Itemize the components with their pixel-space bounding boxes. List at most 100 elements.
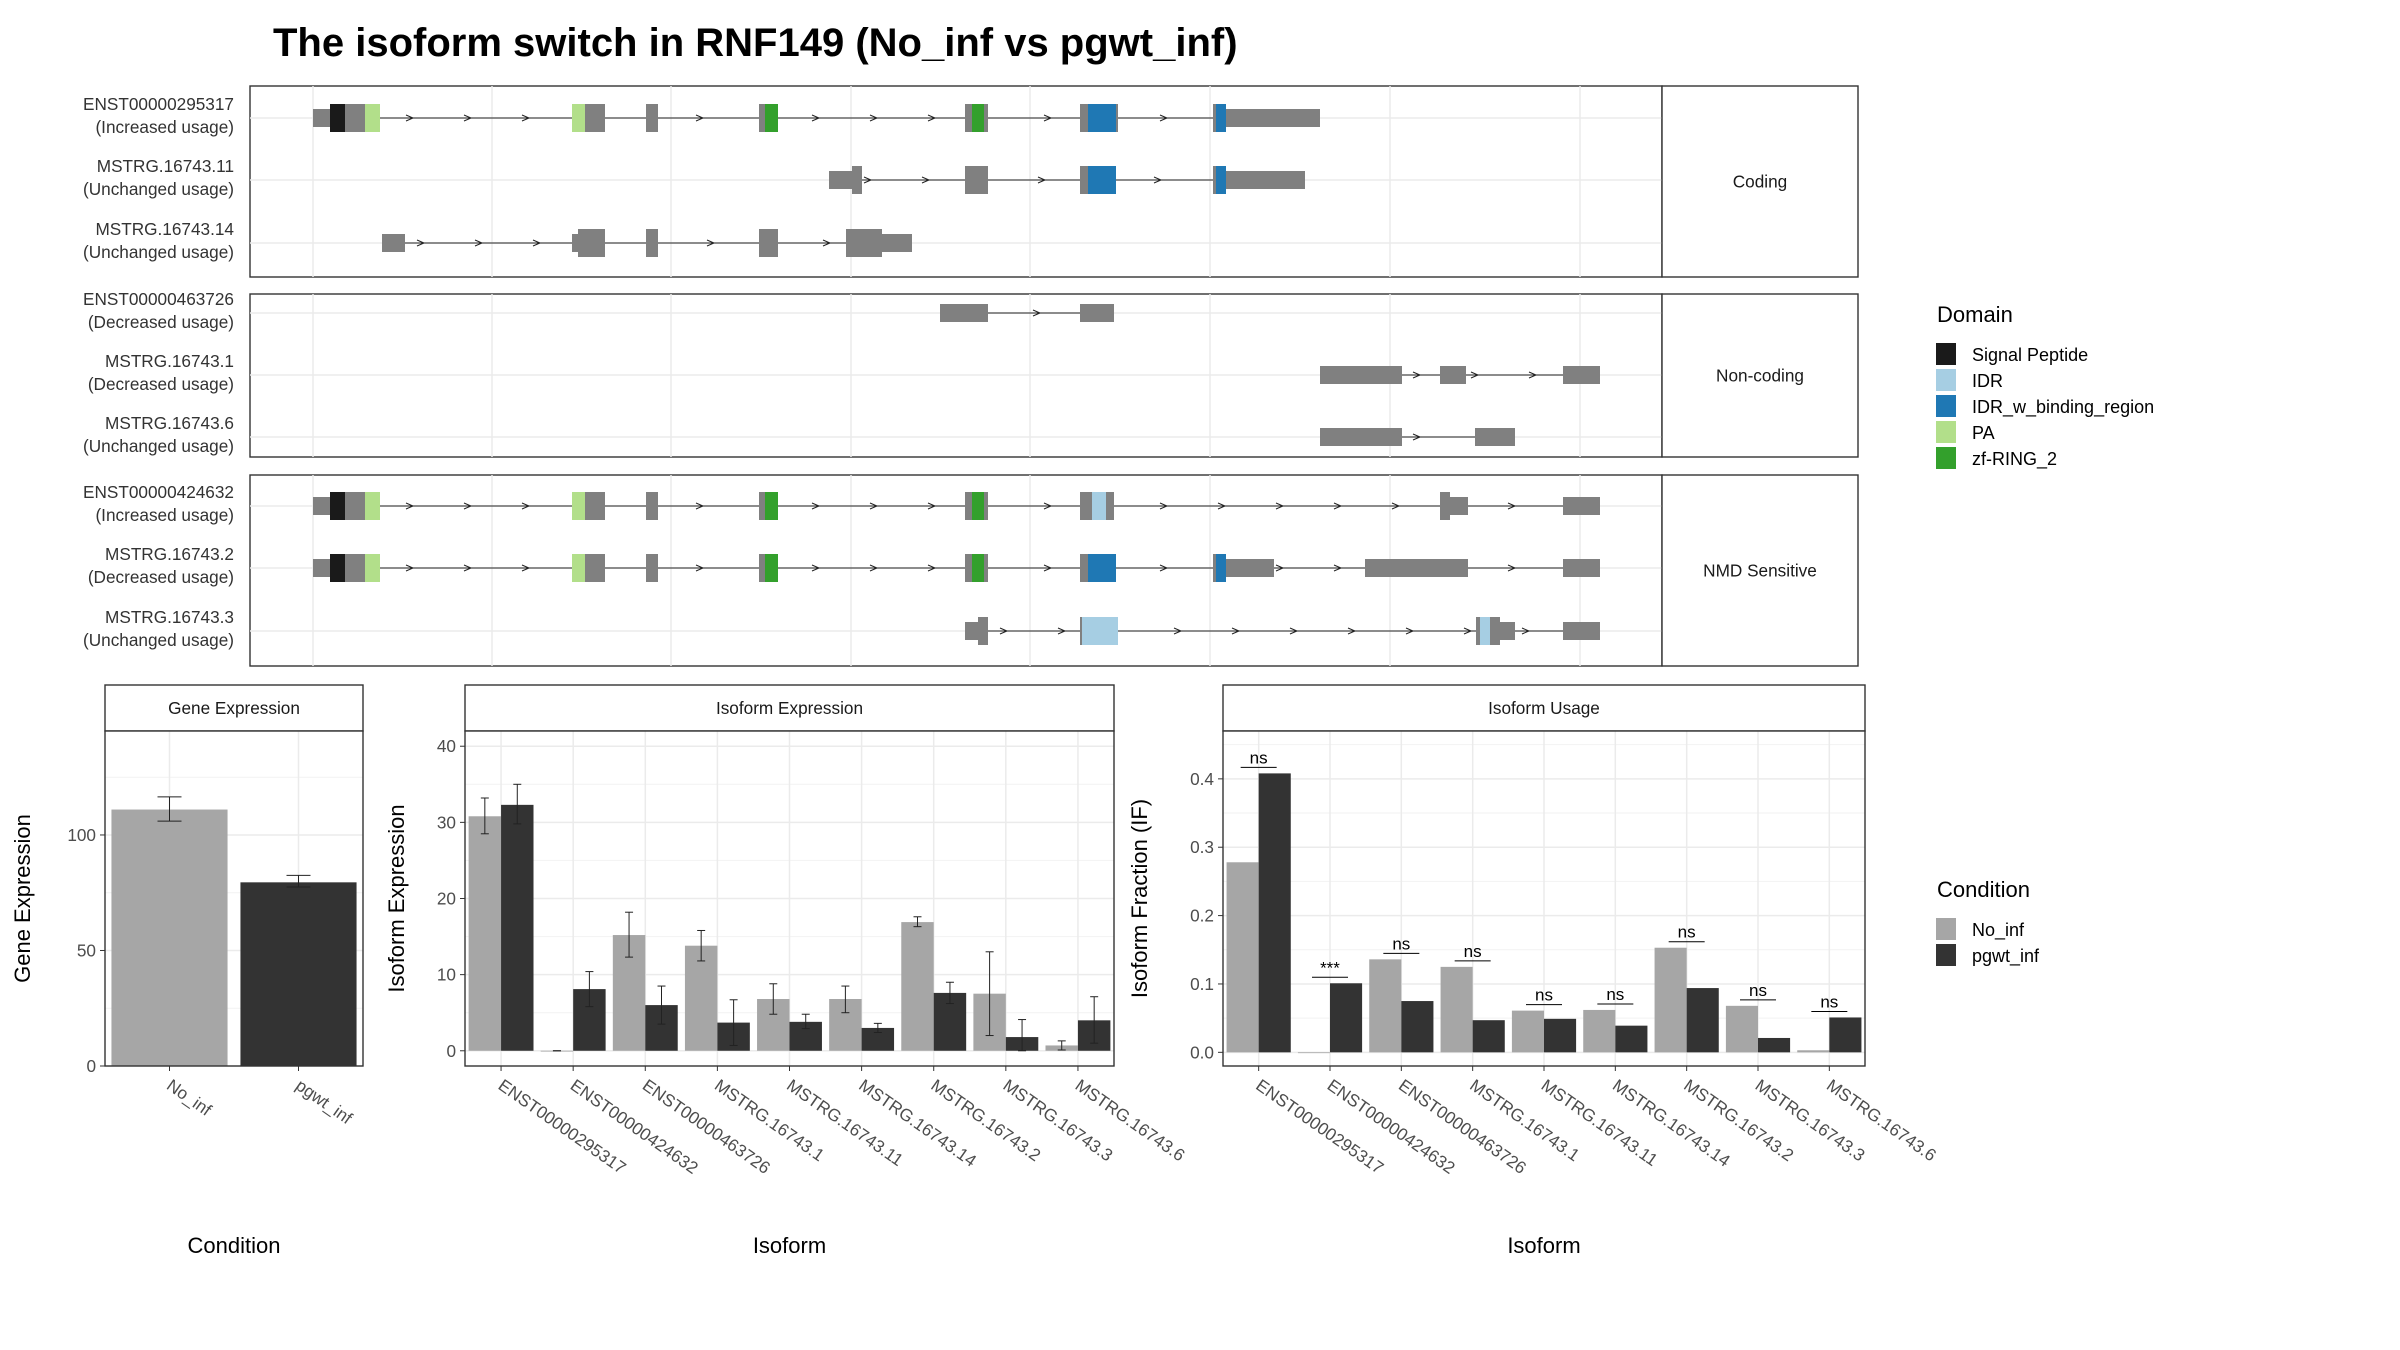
domain-block: [765, 492, 778, 520]
gene-expression-chart: Gene Expression 0 50 100 No_inf pgwt_inf Condi…: [10, 684, 364, 1258]
intron-arrow: [1275, 502, 1285, 510]
intron-arrow: [999, 627, 1009, 635]
domain-block: [572, 492, 585, 520]
bar: [1829, 1017, 1862, 1053]
significance-label: ns: [1464, 942, 1482, 961]
intron-arrow: [1043, 114, 1053, 122]
bar: [1686, 988, 1719, 1053]
x-tick-label: ENST00000424632: [1324, 1075, 1459, 1178]
x-tick-label: MSTRG.16743.11: [1538, 1075, 1662, 1170]
intron-arrow: [463, 502, 473, 510]
exon: [759, 229, 778, 257]
intron-arrow: [1159, 114, 1169, 122]
intron-arrow: [521, 114, 531, 122]
isoform-id-label: MSTRG.16743.1: [105, 351, 234, 371]
domain-block: [572, 554, 585, 582]
domain-block: [1216, 104, 1226, 132]
domain-block: [365, 554, 380, 582]
significance-label: ns: [1678, 923, 1696, 942]
domain-legend-label: zf-RING_2: [1972, 449, 2057, 470]
intron-arrow: [695, 114, 705, 122]
domain-block: [1092, 492, 1106, 520]
intron-arrow: [463, 114, 473, 122]
intron-arrow: [1528, 371, 1538, 379]
x-tick-label: pgwt_inf: [292, 1075, 356, 1128]
condition-legend-label: pgwt_inf: [1972, 946, 2040, 967]
isoform-usage-label: (Unchanged usage): [83, 436, 234, 456]
exon: [585, 104, 605, 132]
domain-block: [330, 104, 345, 132]
significance-label: ns: [1392, 934, 1410, 953]
domain-legend-key: [1936, 395, 1956, 417]
significance-label: ns: [1250, 748, 1268, 767]
bar: [1258, 773, 1291, 1053]
exon: [965, 166, 988, 194]
exon: [345, 104, 365, 132]
intron-arrow: [927, 564, 937, 572]
isoform-id-label: MSTRG.16743.14: [95, 219, 234, 239]
y-tick-label: 0.1: [1190, 974, 1214, 994]
intron-arrow: [1043, 502, 1053, 510]
bar: [1297, 1052, 1330, 1054]
intron-arrow: [869, 564, 879, 572]
isoform-usage-label: (Unchanged usage): [83, 179, 234, 199]
bar: [1401, 1001, 1434, 1053]
intron-arrow: [1153, 176, 1163, 184]
domain-block: [1088, 554, 1116, 582]
x-axis-title: Condition: [188, 1233, 281, 1258]
figure-title: The isoform switch in RNF149 (No_inf vs …: [273, 21, 1238, 65]
exon: [965, 104, 972, 132]
domain-block: [330, 492, 345, 520]
strip-box-0: [1661, 85, 1859, 278]
domain-block: [365, 492, 380, 520]
x-tick-label: ENST00000463726: [639, 1075, 774, 1178]
exon: [846, 229, 882, 257]
y-tick-label: 0.3: [1190, 837, 1214, 857]
domain-legend-key: [1936, 421, 1956, 443]
domain-block: [1082, 617, 1118, 645]
exon: [978, 617, 988, 645]
intron-arrow: [1507, 564, 1517, 572]
isoform-id-label: ENST00000295317: [83, 94, 234, 114]
isoform-id-label: MSTRG.16743.11: [97, 156, 234, 176]
bar: [861, 1027, 895, 1051]
x-tick-label: No_inf: [163, 1075, 215, 1120]
intron-arrow: [811, 502, 821, 510]
intron-arrow: [706, 239, 716, 247]
intron-arrow: [869, 502, 879, 510]
intron-arrow: [1057, 627, 1067, 635]
intron-arrow: [863, 176, 873, 184]
x-tick-label: ENST00000295317: [495, 1075, 630, 1178]
isoform-usage-label: (Increased usage): [95, 505, 234, 525]
bar: [1615, 1025, 1648, 1053]
intron-arrow: [695, 564, 705, 572]
exon: [1320, 428, 1402, 446]
strip-box-1: [1661, 293, 1859, 458]
chart-panel-border: [104, 730, 364, 1067]
intron-arrow: [1173, 627, 1183, 635]
intron-arrow: [869, 114, 879, 122]
exon: [1108, 492, 1114, 520]
isoform-usage-label: (Increased usage): [95, 117, 234, 137]
exon: [646, 229, 658, 257]
exon: [759, 492, 765, 520]
intron-arrow: [1391, 502, 1401, 510]
bar: [1654, 947, 1687, 1053]
bar: [1797, 1050, 1830, 1053]
isoform-id-label: ENST00000424632: [83, 482, 234, 502]
x-tick-label: ENST00000295317: [1252, 1075, 1387, 1178]
intron-arrow: [1333, 564, 1343, 572]
strip-label: Non-coding: [1716, 366, 1804, 386]
condition-legend-title: Condition: [1937, 877, 2030, 902]
exon: [965, 622, 980, 640]
bar: [1440, 966, 1473, 1053]
exon: [1500, 622, 1515, 640]
intron-arrow: [1032, 309, 1042, 317]
bar: [1725, 1005, 1758, 1053]
intron-arrow: [474, 239, 484, 247]
exon: [1563, 497, 1600, 515]
y-axis-title: Isoform Fraction (IF): [1127, 799, 1152, 998]
exon: [1440, 492, 1450, 520]
intron-arrow: [1231, 627, 1241, 635]
intron-arrow: [1470, 371, 1480, 379]
